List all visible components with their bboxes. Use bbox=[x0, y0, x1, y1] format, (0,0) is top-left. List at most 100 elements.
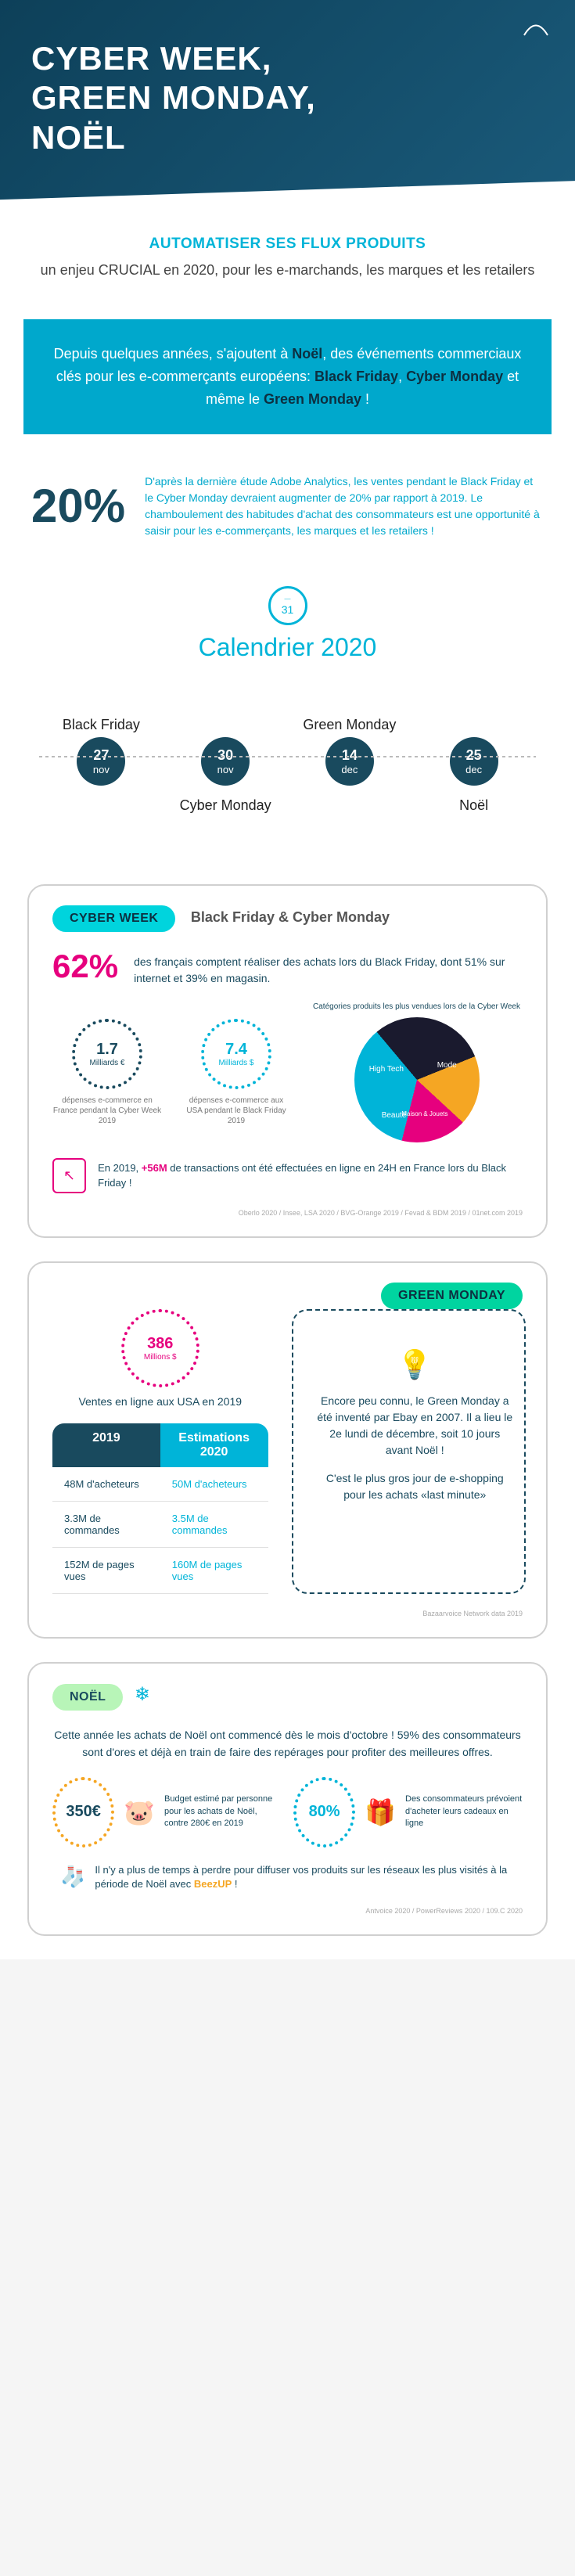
table-cell: 160M de pages vues bbox=[160, 1548, 268, 1594]
text: Il n'y a plus de temps à perdre pour dif… bbox=[95, 1864, 507, 1890]
highlight: Green Monday bbox=[264, 391, 361, 407]
pie-column: Catégories produits les plus vendues lor… bbox=[311, 1002, 523, 1142]
calendar-title: Calendrier 2020 bbox=[0, 633, 575, 662]
stat-number: 62% bbox=[52, 948, 118, 985]
event-label: Cyber Monday bbox=[164, 797, 288, 814]
pie-caption: Catégories produits les plus vendues lor… bbox=[313, 1002, 520, 1011]
value: 80% bbox=[309, 1803, 340, 1821]
cta-text: Il n'y a plus de temps à perdre pour dif… bbox=[95, 1863, 515, 1891]
pie-label: High Tech bbox=[369, 1065, 404, 1074]
caption: Budget estimé par personne pour les acha… bbox=[164, 1793, 282, 1829]
snowflake-icon: ❄ bbox=[135, 1684, 150, 1705]
click-icon: ↖ bbox=[52, 1158, 86, 1193]
stat-ring: 1.7 Milliards € bbox=[72, 1019, 142, 1089]
pie-label: Mode bbox=[437, 1061, 457, 1070]
greenmonday-row: 386 Millions $ Ventes en ligne aux USA e… bbox=[52, 1309, 523, 1594]
month: dec bbox=[465, 764, 482, 775]
transactions-text: En 2019, +56M de transactions ont été ef… bbox=[98, 1160, 523, 1191]
table-cell: 3.3M de commandes bbox=[52, 1502, 160, 1548]
gm-left: 386 Millions $ Ventes en ligne aux USA e… bbox=[52, 1309, 268, 1594]
month: nov bbox=[93, 764, 110, 775]
unit: Milliards € bbox=[89, 1059, 124, 1067]
stat-text: des français comptent réaliser des achat… bbox=[134, 948, 523, 987]
calendar-icon: ⎯⎯ 31 bbox=[268, 586, 307, 625]
twenty-percent-stat: 20% D'après la dernière étude Adobe Anal… bbox=[0, 450, 575, 563]
pie-label: Beauté bbox=[382, 1111, 407, 1120]
noel-card: NOËL ❄ Cette année les achats de Noël on… bbox=[27, 1662, 548, 1936]
date-circle: 30nov bbox=[201, 737, 250, 786]
timeline-line bbox=[39, 756, 536, 757]
intro-callout: Depuis quelques années, s'ajoutent à Noë… bbox=[23, 319, 552, 434]
piggy-bank-icon: 🐷 bbox=[124, 1797, 155, 1827]
spend-row: 1.7 Milliards € dépenses e-commerce en F… bbox=[52, 1002, 523, 1142]
caption: dépenses e-commerce aux USA pendant le B… bbox=[181, 1096, 291, 1126]
stat-number: 20% bbox=[31, 479, 125, 533]
main-title: CYBER WEEK, GREEN MONDAY, NOËL bbox=[31, 39, 544, 157]
unit: Millions $ bbox=[144, 1353, 177, 1362]
stat-62: 62% des français comptent réaliser des a… bbox=[52, 948, 523, 987]
source-text: Antvoice 2020 / PowerReviews 2020 / 109.… bbox=[52, 1907, 523, 1915]
value: 1.7 bbox=[96, 1041, 118, 1059]
icon-day: 31 bbox=[282, 603, 294, 616]
stat-ring: 350€ bbox=[52, 1777, 114, 1847]
gm-right: 💡 Encore peu connu, le Green Monday a ét… bbox=[292, 1309, 523, 1594]
subtitle-text: un enjeu CRUCIAL en 2020, pour les e-mar… bbox=[39, 261, 536, 280]
cyberweek-badge: CYBER WEEK bbox=[52, 905, 175, 932]
table-header: 2019 bbox=[52, 1423, 160, 1467]
date-circle: 14dec bbox=[325, 737, 374, 786]
text: , bbox=[398, 369, 406, 384]
value: 350€ bbox=[66, 1803, 101, 1821]
text: Depuis quelques années, s'ajoutent à bbox=[54, 346, 293, 362]
month: nov bbox=[217, 764, 234, 775]
description: Encore peu connu, le Green Monday a été … bbox=[315, 1393, 516, 1459]
logo-icon bbox=[520, 16, 552, 39]
infographic-page: CYBER WEEK, GREEN MONDAY, NOËL AUTOMATIS… bbox=[0, 0, 575, 1959]
highlight: Noël bbox=[292, 346, 322, 362]
noel-stats-row: 350€ 🐷 Budget estimé par personne pour l… bbox=[52, 1777, 523, 1847]
event-label: Noël bbox=[411, 797, 536, 814]
pie-label: Maison & Jouets bbox=[401, 1110, 447, 1117]
pie-chart: Mode Maison & Jouets Beauté High Tech bbox=[354, 1017, 480, 1142]
caption: Des consommateurs prévoient d'acheter le… bbox=[405, 1793, 523, 1829]
online-stat: 80% 🎁 Des consommateurs prévoient d'ache… bbox=[293, 1777, 523, 1847]
subtitle-highlight: AUTOMATISER SES FLUX PRODUITS bbox=[39, 236, 536, 253]
stat-ring: 80% bbox=[293, 1777, 355, 1847]
spend-france: 1.7 Milliards € dépenses e-commerce en F… bbox=[52, 1019, 162, 1126]
table-cell: 152M de pages vues bbox=[52, 1548, 160, 1594]
greenmonday-card: GREEN MONDAY 386 Millions $ Ventes en li… bbox=[27, 1261, 548, 1639]
month: dec bbox=[341, 764, 358, 775]
date-circle: 25dec bbox=[450, 737, 498, 786]
text: ! bbox=[361, 391, 369, 407]
noel-badge: NOËL bbox=[52, 1684, 123, 1711]
value: 7.4 bbox=[225, 1041, 247, 1059]
event-label: Black Friday bbox=[39, 717, 164, 733]
gift-icon: 🎁 bbox=[365, 1797, 396, 1827]
brand: BeezUP bbox=[194, 1878, 232, 1890]
table-cell: 3.5M de commandes bbox=[160, 1502, 268, 1548]
stocking-icon: 🧦 bbox=[60, 1865, 85, 1889]
source-text: Bazaarvoice Network data 2019 bbox=[52, 1610, 523, 1617]
greenmonday-badge: GREEN MONDAY bbox=[381, 1283, 523, 1309]
noel-cta: 🧦 Il n'y a plus de temps à perdre pour d… bbox=[52, 1863, 523, 1891]
budget-stat: 350€ 🐷 Budget estimé par personne pour l… bbox=[52, 1777, 282, 1847]
event-label: Green Monday bbox=[288, 717, 412, 733]
table-header: Estimations 2020 bbox=[160, 1423, 268, 1467]
stat-description: D'après la dernière étude Adobe Analytic… bbox=[145, 473, 544, 539]
caption: dépenses e-commerce en France pendant la… bbox=[52, 1096, 162, 1126]
cyberweek-card: CYBER WEEK Black Friday & Cyber Monday 6… bbox=[27, 884, 548, 1238]
highlight: Cyber Monday bbox=[406, 369, 503, 384]
noel-intro: Cette année les achats de Noël ont comme… bbox=[52, 1726, 523, 1761]
date-circle: 27nov bbox=[77, 737, 125, 786]
table-cell: 48M d'acheteurs bbox=[52, 1467, 160, 1502]
transactions-row: ↖ En 2019, +56M de transactions ont été … bbox=[52, 1158, 523, 1193]
stat-ring: 386 Millions $ bbox=[121, 1309, 199, 1387]
cyberweek-subtitle: Black Friday & Cyber Monday bbox=[191, 909, 390, 926]
unit: Milliards $ bbox=[218, 1059, 253, 1067]
table-cell: 50M d'acheteurs bbox=[160, 1467, 268, 1502]
source-text: Oberlo 2020 / Insee, LSA 2020 / BVG-Oran… bbox=[52, 1209, 523, 1217]
description: C'est le plus gros jour de e-shopping po… bbox=[315, 1470, 516, 1503]
stat-ring: 7.4 Milliards $ bbox=[201, 1019, 271, 1089]
lightbulb-icon: 💡 bbox=[315, 1348, 516, 1381]
highlight: +56M bbox=[142, 1162, 167, 1174]
caption: Ventes en ligne aux USA en 2019 bbox=[78, 1395, 242, 1408]
